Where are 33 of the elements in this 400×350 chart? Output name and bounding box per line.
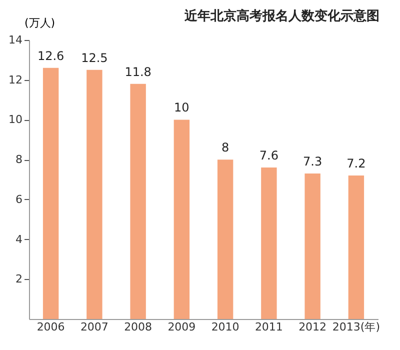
data-label: 12.5 — [81, 50, 108, 65]
data-label: 8 — [221, 140, 230, 155]
bar — [348, 176, 364, 319]
data-label: 7.6 — [259, 148, 278, 163]
data-label: 10 — [174, 100, 190, 115]
chart-title: 近年北京高考报名人数变化示意图 — [183, 8, 380, 24]
y-tick-label: 8 — [16, 153, 22, 166]
bar — [217, 160, 234, 319]
x-tick-label: 2013(年) — [332, 320, 380, 334]
data-label: 7.3 — [303, 154, 322, 169]
y-tick-label: 12 — [8, 73, 22, 86]
y-axis-title: (万人) — [24, 16, 56, 30]
y-tick-label: 14 — [8, 34, 22, 46]
bar — [130, 84, 146, 319]
y-tick-label: 2 — [16, 272, 22, 286]
x-tick-label: 2006 — [36, 320, 65, 334]
data-label: 11.8 — [124, 64, 152, 79]
y-tick-label: 6 — [16, 192, 22, 206]
bar — [174, 120, 190, 319]
x-tick-label: 2009 — [168, 320, 196, 334]
bar — [42, 68, 59, 319]
bar — [304, 174, 320, 319]
x-tick-label: 2012 — [298, 320, 327, 334]
y-tick-label: 10 — [8, 113, 22, 126]
x-tick-label: 2010 — [211, 320, 240, 334]
bar — [261, 168, 277, 319]
x-tick-label: 2007 — [80, 320, 108, 334]
x-tick-label: 2011 — [254, 320, 283, 334]
y-tick-label: 4 — [16, 232, 22, 246]
x-tick-label: 2008 — [124, 320, 152, 334]
bar — [86, 70, 102, 319]
data-label: 7.2 — [346, 156, 366, 171]
data-label: 12.6 — [37, 48, 64, 63]
